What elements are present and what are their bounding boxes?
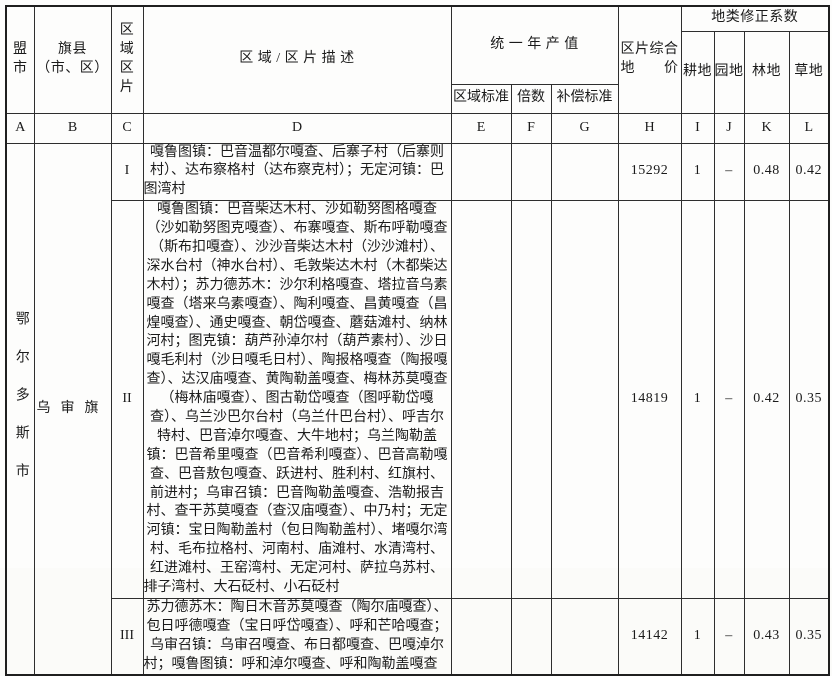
col-letter-a: A	[5, 112, 35, 144]
cell-banner: 乌审旗	[33, 142, 112, 676]
header-compensation-standard: 补偿标准	[550, 83, 619, 114]
col-letter-j: J	[713, 112, 745, 144]
cell-zone-price: 14142	[617, 597, 682, 676]
col-letter-d: D	[142, 112, 452, 144]
scanned-document-page: 盟 市 旗县 （市、区） 区 域 区 片 区 域 / 区 片 描 述 统 一 年…	[5, 5, 831, 676]
header-land-type-correction: 地类修正系数	[680, 5, 830, 32]
cell-grass-coef: 0.35	[788, 200, 830, 599]
cell-compensation-standard	[550, 142, 619, 202]
col-letter-f: F	[510, 112, 552, 144]
col-letter-k: K	[743, 112, 790, 144]
header-forest-land: 林地	[743, 30, 790, 114]
header-banner-county: 旗县 （市、区）	[33, 5, 112, 114]
cell-regional-standard	[450, 142, 512, 202]
col-letter-h: H	[617, 112, 682, 144]
cell-zone: I	[110, 142, 144, 202]
header-row-2: 耕地 园地 林地 草地	[6, 30, 830, 114]
cell-grass-coef: 0.35	[788, 597, 830, 676]
column-letter-row: A B C D E F G H I J K L	[5, 112, 830, 144]
cell-cultivated-coef: 1	[680, 597, 715, 676]
cell-multiple	[510, 200, 552, 599]
header-league-city: 盟 市	[5, 5, 35, 114]
cell-forest-coef: 0.43	[743, 597, 790, 676]
cell-forest-coef: 0.48	[743, 142, 790, 202]
col-letter-b: B	[33, 112, 112, 144]
header-description: 区 域 / 区 片 描 述	[142, 5, 452, 114]
col-letter-c: C	[110, 112, 144, 144]
cell-grass-coef: 0.42	[788, 142, 830, 202]
cell-zone: II	[110, 200, 144, 599]
header-row-1: 盟 市 旗县 （市、区） 区 域 区 片 区 域 / 区 片 描 述 统 一 年…	[5, 5, 830, 114]
cell-regional-standard	[450, 597, 512, 676]
header-zone-comprehensive-price: 区片综合 地 价	[617, 5, 682, 114]
header-row-3: 区域标准 倍数 补偿标准	[6, 83, 829, 114]
header-grassland: 草地	[788, 30, 830, 114]
league-city-vertical-text: 鄂尔多斯市	[13, 310, 29, 501]
cell-garden-coef: –	[713, 597, 745, 676]
cell-compensation-standard	[550, 597, 619, 676]
table-row-zone-2: II 嘎鲁图镇：巴音柴达木村、沙如勒努图格嘎查（沙如勒努图克嘎查）、布寨嘎查、斯…	[6, 200, 830, 599]
cell-compensation-standard	[550, 200, 619, 599]
cell-league-city: 鄂尔多斯市	[5, 142, 35, 676]
cell-description: 嘎鲁图镇：巴音温都尔嘎查、后寨子村（后寨则村）、达布察格村（达布察克村）；无定河…	[142, 142, 452, 202]
header-garden-land: 园地	[713, 30, 745, 114]
cell-zone: III	[110, 597, 144, 676]
cell-cultivated-coef: 1	[680, 200, 715, 599]
cell-zone-price: 15292	[617, 142, 682, 202]
cell-cultivated-coef: 1	[680, 142, 715, 202]
header-zone-strip: 区 域 区 片	[110, 5, 144, 114]
cell-description: 苏力德苏木：陶日木音苏莫嘎查（陶尔庙嘎查）、包日呼德嘎查（宝日呼岱嘎查）、呼和芒…	[142, 597, 452, 676]
header-unified-annual-output: 统 一 年 产 值	[450, 5, 619, 85]
cell-garden-coef: –	[713, 200, 745, 599]
cell-multiple	[510, 142, 552, 202]
cell-garden-coef: –	[713, 142, 745, 202]
header-regional-standard: 区域标准	[450, 83, 512, 114]
col-letter-i: I	[680, 112, 715, 144]
cell-forest-coef: 0.42	[743, 200, 790, 599]
table-row-zone-1: 鄂尔多斯市 乌审旗 I 嘎鲁图镇：巴音温都尔嘎查、后寨子村（后寨则村）、达布察格…	[5, 142, 830, 676]
header-multiple: 倍数	[510, 83, 552, 114]
header-cultivated-land: 耕地	[680, 30, 715, 114]
col-letter-l: L	[788, 112, 830, 144]
col-letter-g: G	[550, 112, 619, 144]
cell-regional-standard	[450, 200, 512, 599]
cell-multiple	[510, 597, 552, 676]
table-row-zone-3: III 苏力德苏木：陶日木音苏莫嘎查（陶尔庙嘎查）、包日呼德嘎查（宝日呼岱嘎查）…	[6, 597, 830, 676]
cell-description: 嘎鲁图镇：巴音柴达木村、沙如勒努图格嘎查（沙如勒努图克嘎查）、布寨嘎查、斯布呼勒…	[142, 200, 452, 599]
cell-zone-price: 14819	[617, 200, 682, 599]
col-letter-e: E	[450, 112, 512, 144]
compensation-table: 盟 市 旗县 （市、区） 区 域 区 片 区 域 / 区 片 描 述 统 一 年…	[5, 5, 831, 676]
